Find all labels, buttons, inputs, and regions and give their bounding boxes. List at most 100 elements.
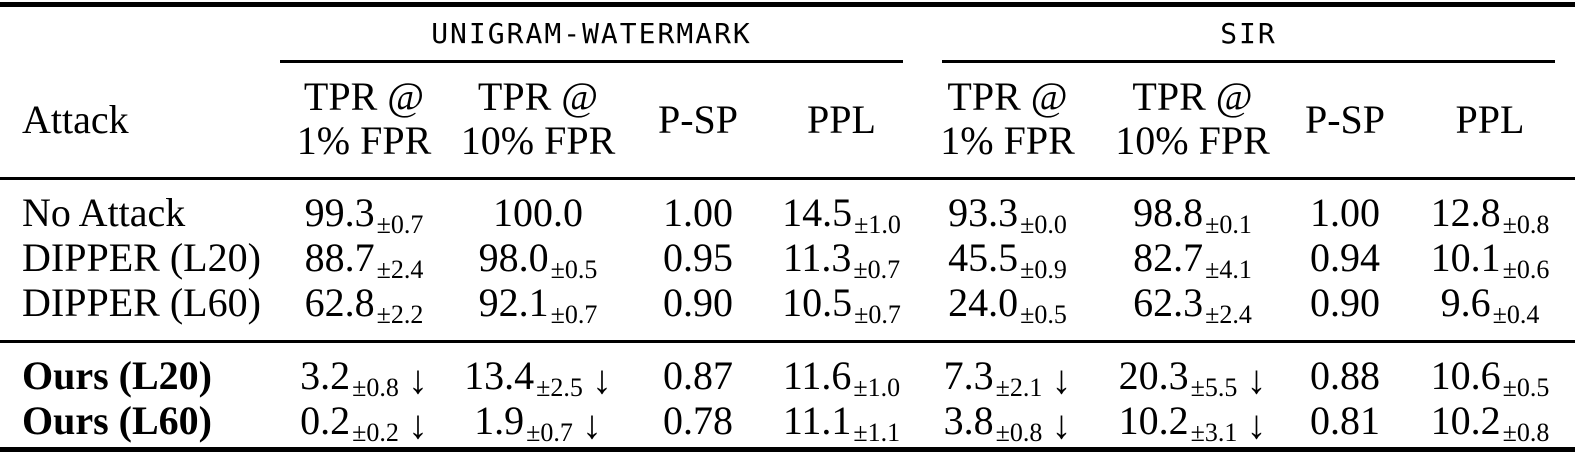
cell-stddev: ±0.7: [853, 255, 901, 284]
cell-value: 1.00: [663, 190, 733, 235]
table-cell: 10.6±0.5: [1405, 352, 1575, 402]
cell-value: 20.3: [1118, 353, 1189, 398]
cell-value: 62.3: [1133, 280, 1204, 325]
cell-value: 3.8: [943, 398, 994, 443]
cell-stddev: ±0.4: [1492, 300, 1540, 329]
column-header-tpr-10fpr-uw: TPR @ 10% FPR: [448, 75, 628, 163]
down-arrow-icon: ↓: [1246, 402, 1267, 447]
table-cell: 62.8±2.2: [280, 279, 448, 329]
cell-value: 9.6: [1440, 280, 1491, 325]
cell-value: 88.7: [304, 235, 375, 280]
cell-stddev: ±2.1: [995, 373, 1043, 402]
column-header-line: 10% FPR: [1115, 118, 1270, 163]
column-header-line: 1% FPR: [940, 118, 1075, 163]
column-header-ppl-sir: PPL: [1455, 96, 1525, 142]
table-cell: 10.2±3.1 ↓: [1100, 397, 1285, 447]
cell-stddev: ±0.5: [1502, 373, 1550, 402]
cell-stddev: ±0.8: [352, 373, 399, 402]
cell-stddev: ±2.2: [376, 300, 424, 329]
table-row: DIPPER (L60) 62.8±2.2 92.1±0.7 0.90 10.5±0.7…: [0, 279, 1575, 329]
table-cell: 82.7±4.1: [1100, 234, 1285, 284]
down-arrow-icon: ↓: [1246, 357, 1267, 402]
cell-value: 93.3: [948, 190, 1019, 235]
group-header-sir: SIR: [1220, 16, 1277, 50]
cell-value: 98.8: [1133, 190, 1204, 235]
cell-value: 0.95: [663, 235, 733, 280]
column-header-line: TPR @: [1132, 74, 1253, 119]
cell-stddev: ±0.8: [1502, 210, 1550, 239]
group-header-unigram-watermark: UNIGRAM-WATERMARK: [431, 16, 752, 50]
column-header-row: Attack TPR @ 1% FPR TPR @ 10% FPR P-SP P…: [0, 64, 1575, 174]
cell-stddev: ±0.5: [1020, 300, 1067, 329]
cell-value: 0.90: [663, 280, 733, 325]
cell-stddev: ±0.7: [854, 300, 901, 329]
table-cell: 93.3±0.0: [915, 189, 1100, 239]
row-label: DIPPER (L60): [22, 280, 261, 325]
cell-stddev: ±2.5: [536, 373, 583, 402]
cell-value: 13.4: [464, 353, 535, 398]
header-rule: [0, 177, 1575, 180]
cell-value: 0.90: [1310, 280, 1380, 325]
table-cell: 100.0: [448, 189, 628, 236]
table-row: No Attack 99.3±0.7 100.0 1.00 14.5±1.0 93.3±0…: [0, 189, 1575, 239]
table-cell: 24.0±0.5: [915, 279, 1100, 329]
column-header-tpr-10fpr-sir: TPR @ 10% FPR: [1100, 75, 1285, 163]
table-cell: 3.8±0.8 ↓: [915, 397, 1100, 447]
table-cell: 1.9±0.7 ↓: [448, 397, 628, 447]
table-cell: 98.0±0.5: [448, 234, 628, 284]
cell-value: 92.1: [478, 280, 549, 325]
cell-value: 82.7: [1133, 235, 1204, 280]
table-cell: 14.5±1.0: [768, 189, 915, 239]
row-label: No Attack: [22, 190, 186, 235]
cell-value: 0.2: [300, 398, 351, 443]
cell-stddev: ±1.0: [854, 210, 901, 239]
column-header-attack: Attack: [22, 96, 129, 142]
table-cell: 10.5±0.7: [768, 279, 915, 329]
column-header-tpr-1fpr-uw: TPR @ 1% FPR: [280, 75, 448, 163]
column-header-line: 1% FPR: [296, 118, 432, 163]
cell-value: 10.2: [1430, 398, 1501, 443]
bottom-rule: [0, 447, 1575, 452]
table-cell: 0.2±0.2 ↓: [280, 397, 448, 447]
cell-stddev: ±0.1: [1205, 210, 1252, 239]
table-row: DIPPER (L20) 88.7±2.4 98.0±0.5 0.95 11.3±0.7…: [0, 234, 1575, 284]
cell-value: 0.87: [663, 353, 733, 398]
unigram-group-rule: [280, 60, 903, 63]
table-cell: 0.81: [1285, 397, 1405, 444]
section-rule: [0, 340, 1575, 343]
table-cell: 99.3±0.7: [280, 189, 448, 239]
column-header-tpr-1fpr-sir: TPR @ 1% FPR: [915, 75, 1100, 163]
column-header-line: 10% FPR: [460, 118, 616, 163]
cell-stddev: ±0.8: [1502, 418, 1550, 447]
cell-value: 10.6: [1430, 353, 1501, 398]
table-cell: 0.90: [1285, 279, 1405, 326]
cell-stddev: ±0.2: [352, 418, 399, 447]
table-cell: 0.90: [628, 279, 768, 326]
table-cell: 45.5±0.9: [915, 234, 1100, 284]
down-arrow-icon: ↓: [591, 357, 612, 402]
table-cell: 98.8±0.1: [1100, 189, 1285, 239]
column-header-psp-sir: P-SP: [1304, 96, 1386, 142]
table-cell: 9.6±0.4: [1405, 279, 1575, 329]
table-cell: 88.7±2.4: [280, 234, 448, 284]
down-arrow-icon: ↓: [1051, 402, 1072, 447]
cell-value: 100.0: [493, 190, 583, 235]
table-cell: 0.95: [628, 234, 768, 281]
cell-stddev: ±0.7: [550, 300, 598, 329]
cell-stddev: ±0.8: [995, 418, 1043, 447]
column-header-psp-uw: P-SP: [657, 96, 739, 142]
column-header-ppl-uw: PPL: [807, 96, 876, 142]
cell-value: 10.1: [1430, 235, 1501, 280]
table-cell: 0.88: [1285, 352, 1405, 399]
cell-stddev: ±0.0: [1020, 210, 1067, 239]
cell-stddev: ±5.5: [1190, 373, 1238, 402]
cell-value: 10.5: [782, 280, 853, 325]
table-cell: 0.87: [628, 352, 768, 399]
table-cell: 0.94: [1285, 234, 1405, 281]
cell-value: 11.3: [782, 235, 852, 280]
cell-value: 12.8: [1430, 190, 1501, 235]
table-cell: 20.3±5.5 ↓: [1100, 352, 1285, 402]
cell-stddev: ±1.1: [853, 418, 901, 447]
cell-value: 99.3: [304, 190, 375, 235]
table-cell: 10.1±0.6: [1405, 234, 1575, 284]
